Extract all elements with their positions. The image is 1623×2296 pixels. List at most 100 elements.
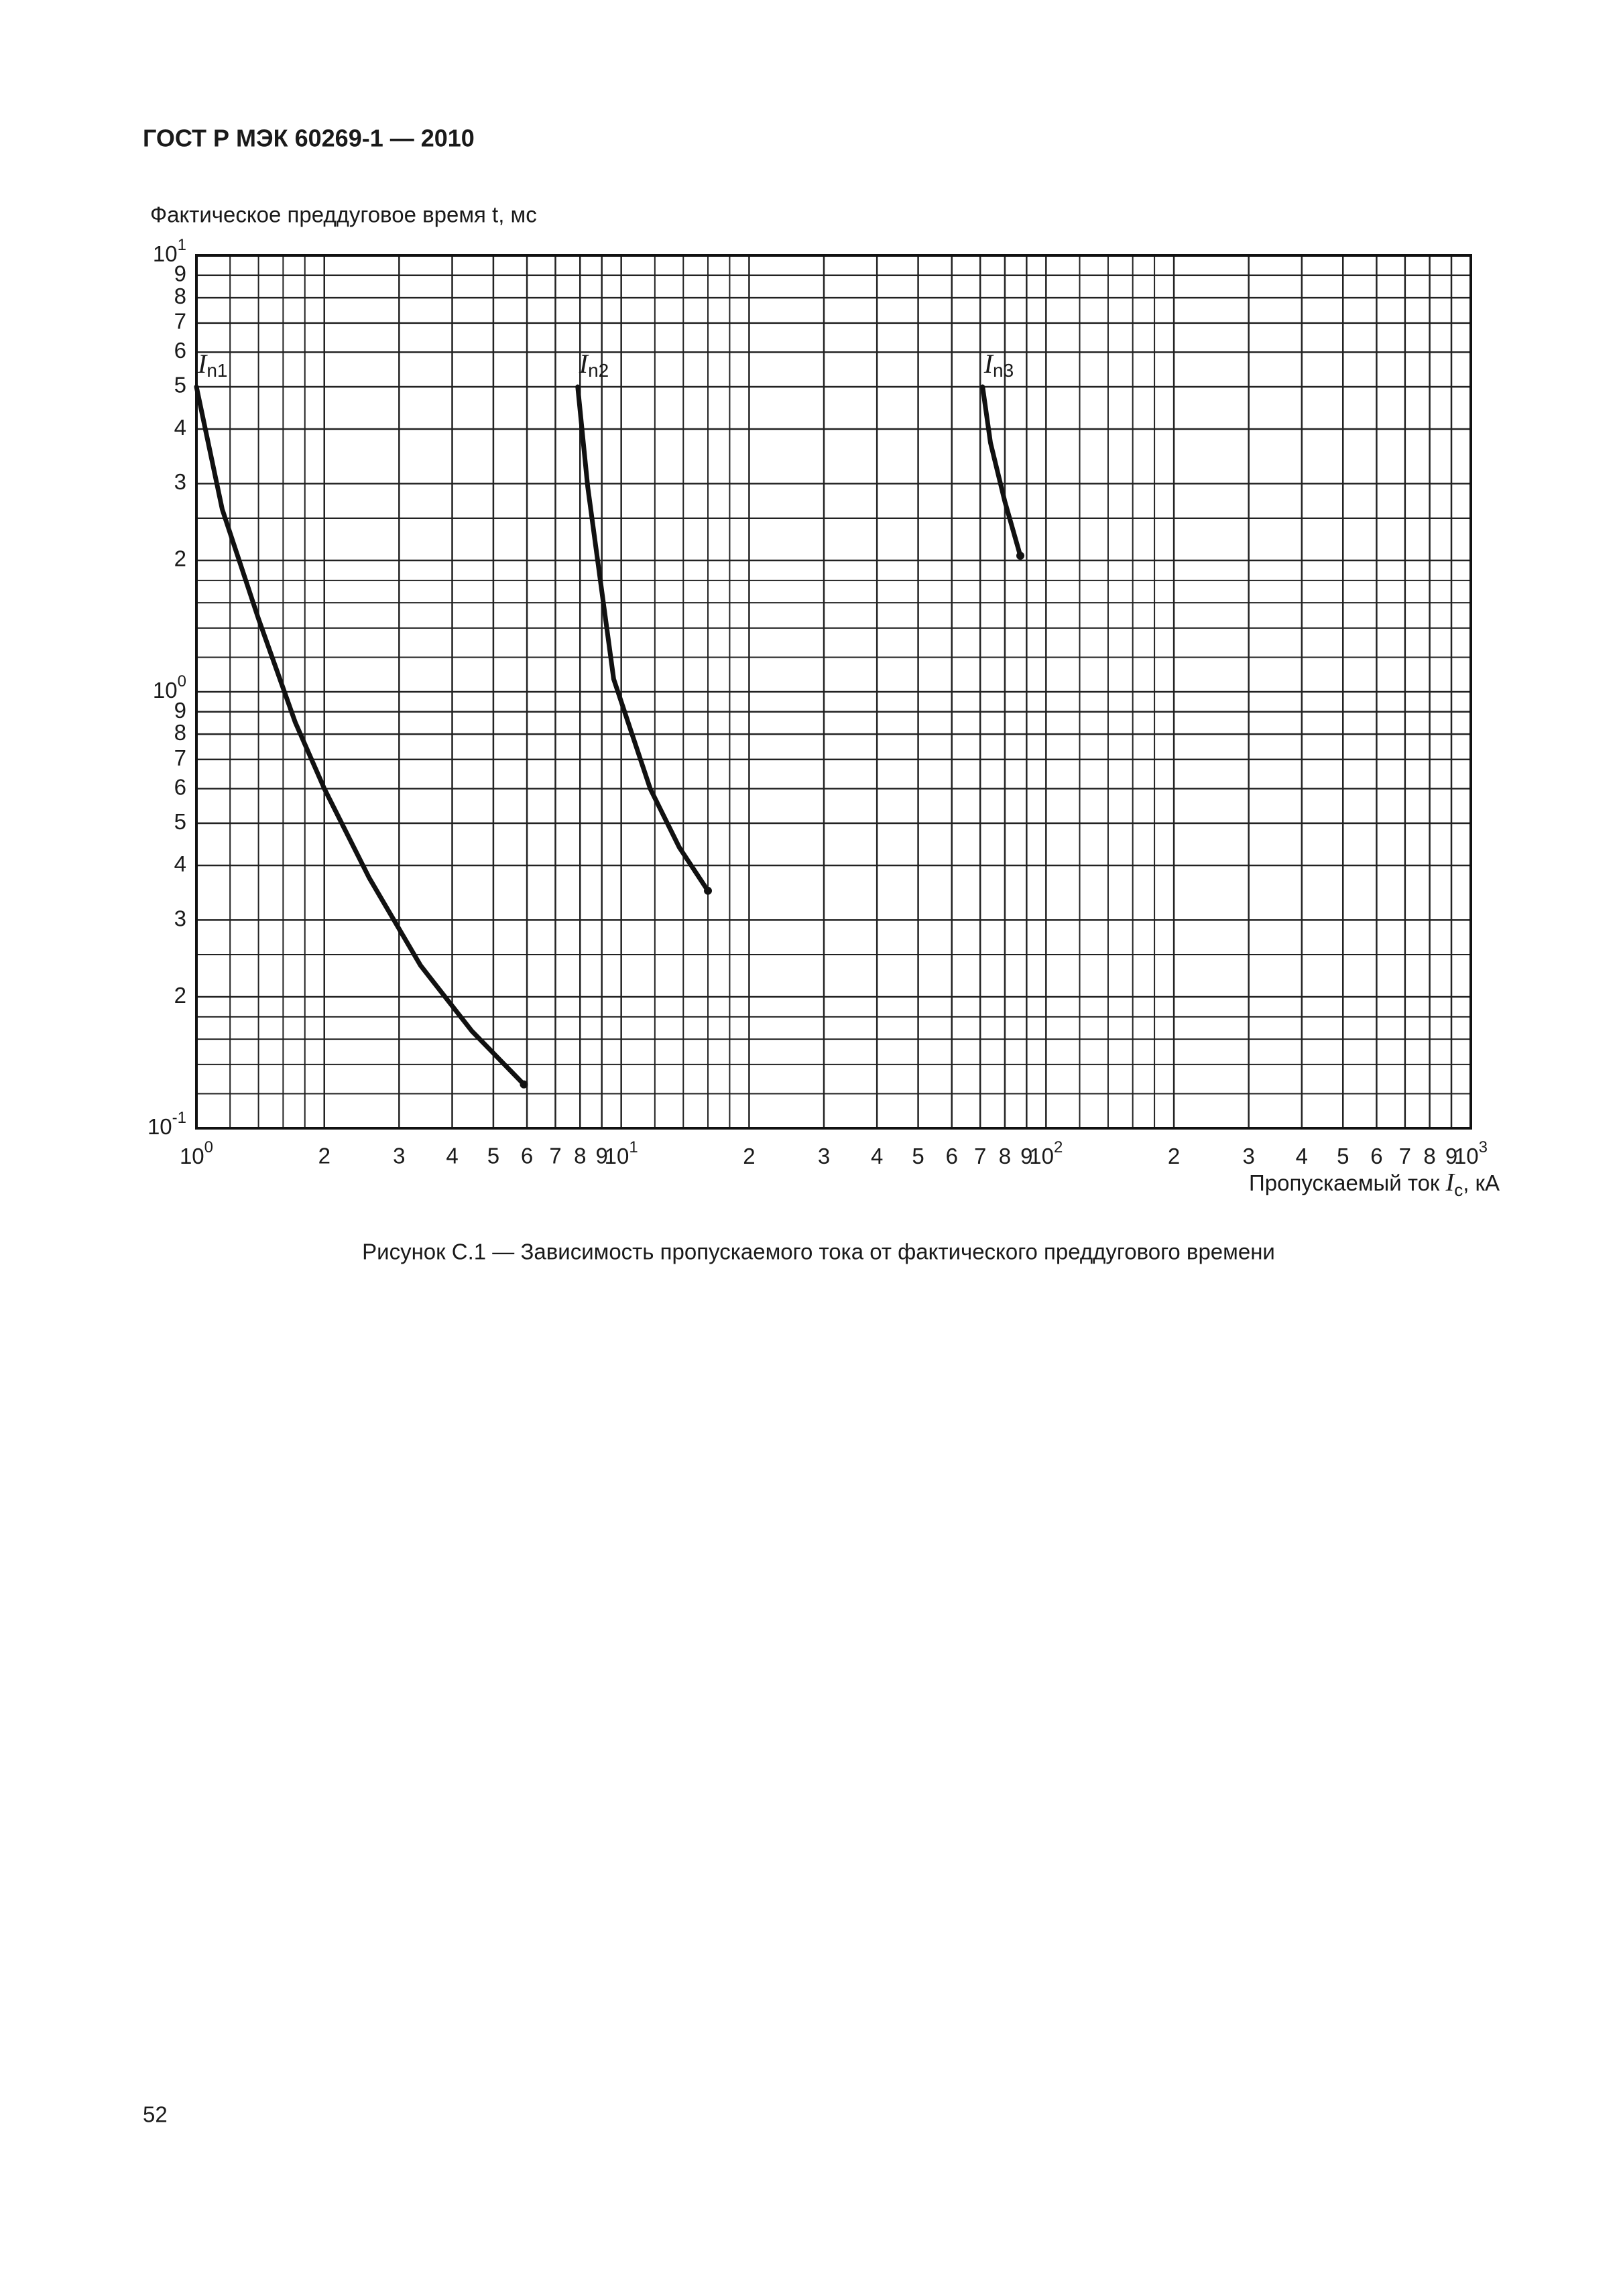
x-tick-label-base: 2 — [743, 1144, 755, 1168]
header-title: ГОСТ Р МЭК 60269-1 — 2010 — [143, 125, 475, 152]
curve-end-point — [520, 1080, 528, 1089]
x-tick-label: 5 — [487, 1144, 499, 1168]
x-tick-label-base: 10 — [1454, 1144, 1479, 1168]
x-tick-label: 6 — [1370, 1144, 1382, 1168]
x-tick-label: 4 — [1296, 1144, 1308, 1168]
x-tick-label-base: 4 — [1296, 1144, 1308, 1168]
y-tick-label: 5 — [174, 809, 186, 834]
plot-frame — [195, 254, 1472, 1130]
curve-label: In3 — [983, 349, 1014, 381]
y-tick-label-base: 10 — [153, 678, 178, 703]
curve-end-point — [1016, 552, 1025, 560]
curve-label-index: n2 — [588, 360, 609, 381]
page-number: 52 — [143, 2102, 168, 2127]
x-tick-label-base: 10 — [1029, 1144, 1054, 1168]
x-tick-label: 6 — [521, 1144, 533, 1168]
x-tick-label: 103 — [1454, 1138, 1488, 1168]
y-tick-label-exponent: -1 — [172, 1109, 186, 1127]
y-tick-label: 8 — [174, 284, 186, 308]
y-tick-label: 2 — [174, 983, 186, 1008]
y-tick-label: 100 — [153, 672, 186, 702]
x-tick-label-base: 3 — [1242, 1144, 1254, 1168]
y-tick-label: 9 — [174, 698, 186, 723]
x-label-unit: , кА — [1463, 1170, 1500, 1195]
curve-label: In2 — [579, 349, 609, 381]
x-tick-label: 7 — [549, 1144, 561, 1168]
x-tick-label-base: 8 — [1423, 1144, 1435, 1168]
curve-label-symbol: I — [197, 349, 208, 379]
y-tick-label: 5 — [174, 373, 186, 398]
x-tick-label: 2 — [318, 1144, 330, 1168]
x-tick-label-base: 2 — [1168, 1144, 1180, 1168]
y-tick-label: 3 — [174, 469, 186, 494]
x-tick-label-exponent: 0 — [204, 1138, 213, 1156]
y-tick-label-base: 4 — [174, 851, 186, 876]
x-tick-label: 5 — [1337, 1144, 1349, 1168]
y-tick-label: 9 — [174, 261, 186, 286]
x-tick-label: 3 — [393, 1144, 405, 1168]
y-tick-label-base: 8 — [174, 720, 186, 745]
x-tick-label: 4 — [871, 1144, 883, 1168]
y-tick-label: 4 — [174, 415, 186, 440]
x-tick-label: 100 — [180, 1138, 213, 1168]
x-tick-label: 4 — [446, 1144, 458, 1168]
curve-end-point — [704, 886, 713, 895]
x-tick-label: 9 — [595, 1144, 607, 1168]
x-tick-label: 2 — [1168, 1144, 1180, 1168]
x-tick-label: 3 — [1242, 1144, 1254, 1168]
x-tick-label-exponent: 1 — [629, 1138, 638, 1156]
y-tick-label: 7 — [174, 745, 186, 770]
y-tick-label: 6 — [174, 774, 186, 799]
curve-label-index: n1 — [206, 360, 227, 381]
x-tick-label-base: 7 — [1399, 1144, 1411, 1168]
y-tick-label: 6 — [174, 338, 186, 363]
y-tick-label-exponent: 0 — [178, 672, 186, 690]
curve — [194, 384, 526, 1087]
x-tick-label-base: 10 — [180, 1144, 204, 1168]
x-tick-label-base: 4 — [871, 1144, 883, 1168]
x-tick-label-base: 7 — [974, 1144, 986, 1168]
y-tick-label-base: 3 — [174, 906, 186, 930]
x-tick-label-exponent: 2 — [1054, 1138, 1063, 1156]
y-tick-label: 3 — [174, 906, 186, 930]
y-tick-label: 7 — [174, 309, 186, 334]
x-tick-label: 8 — [999, 1144, 1011, 1168]
y-tick-label-base: 5 — [174, 809, 186, 834]
x-label-text: Пропускаемый ток — [1249, 1170, 1446, 1195]
x-tick-label: 8 — [1423, 1144, 1435, 1168]
caption: Рисунок С.1 — Зависимость пропускаемого … — [362, 1240, 1275, 1264]
x-tick-label-exponent: 3 — [1479, 1138, 1488, 1156]
y-tick-label-base: 10 — [147, 1114, 172, 1139]
x-tick-label: 9 — [1445, 1144, 1457, 1168]
x-tick-label-base: 5 — [1337, 1144, 1349, 1168]
curve-label-index: n3 — [993, 360, 1014, 381]
y-tick-label: 4 — [174, 851, 186, 876]
x-tick-label-base: 10 — [605, 1144, 629, 1168]
x-tick-label-base: 6 — [946, 1144, 958, 1168]
x-tick-label: 6 — [946, 1144, 958, 1168]
x-tick-label: 9 — [1020, 1144, 1032, 1168]
y-tick-label-base: 7 — [174, 745, 186, 770]
x-tick-label-base: 9 — [1020, 1144, 1032, 1168]
x-tick-label-base: 3 — [818, 1144, 830, 1168]
y-tick-label-base: 10 — [153, 241, 178, 266]
x-label-symbol: I — [1445, 1168, 1456, 1197]
y-tick-label: 2 — [174, 546, 186, 571]
y-tick-label-base: 9 — [174, 698, 186, 723]
y-tick-label-base: 6 — [174, 774, 186, 799]
y-tick-label-base: 2 — [174, 983, 186, 1008]
y-axis-label: Фактическое преддуговое время t, мс — [150, 202, 537, 227]
x-tick-label: 7 — [1399, 1144, 1411, 1168]
x-tick-label-base: 5 — [912, 1144, 924, 1168]
x-tick-label: 8 — [574, 1144, 586, 1168]
y-tick-label: 101 — [153, 236, 186, 265]
y-tick-label-exponent: 1 — [178, 236, 186, 254]
x-tick-label: 3 — [818, 1144, 830, 1168]
x-axis-label: Пропускаемый ток Ic, кА — [1249, 1168, 1500, 1200]
x-tick-label-base: 8 — [999, 1144, 1011, 1168]
y-tick-label: 10-1 — [147, 1109, 186, 1138]
x-tick-label: 101 — [605, 1138, 638, 1168]
y-tick-label: 8 — [174, 720, 186, 745]
